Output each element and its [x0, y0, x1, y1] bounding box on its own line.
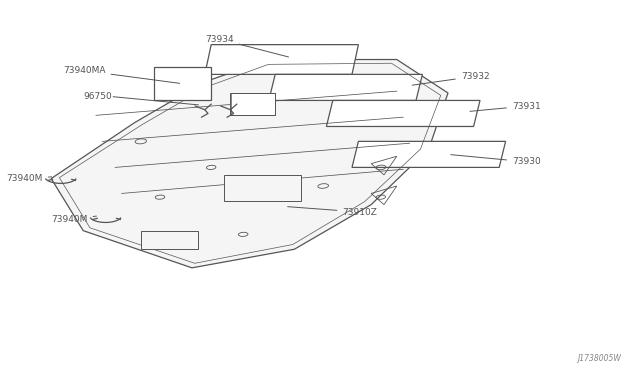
Text: 73910Z: 73910Z	[287, 207, 377, 217]
Polygon shape	[51, 60, 448, 268]
Text: 73934: 73934	[205, 35, 289, 57]
Polygon shape	[154, 67, 211, 100]
Text: 73932: 73932	[412, 72, 490, 85]
Text: 96750: 96750	[83, 92, 112, 101]
Polygon shape	[352, 141, 506, 167]
Text: 73940M: 73940M	[6, 174, 52, 183]
Text: J1738005W: J1738005W	[577, 354, 621, 363]
Text: 73940MA: 73940MA	[63, 66, 180, 83]
Polygon shape	[269, 74, 422, 100]
Polygon shape	[141, 231, 198, 249]
Polygon shape	[224, 175, 301, 201]
Text: 73940M: 73940M	[51, 215, 97, 224]
Text: 73930: 73930	[451, 155, 541, 166]
Polygon shape	[326, 100, 480, 126]
Text: 73931: 73931	[470, 102, 541, 111]
Polygon shape	[230, 93, 275, 115]
Polygon shape	[205, 45, 358, 74]
